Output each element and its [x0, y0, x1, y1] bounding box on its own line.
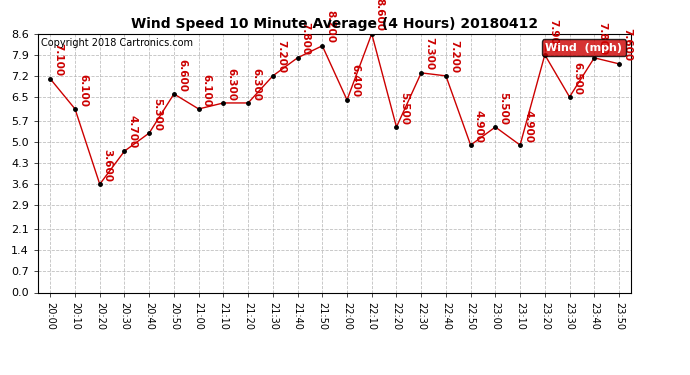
- Text: 3.600: 3.600: [103, 149, 112, 182]
- Text: 5.500: 5.500: [498, 92, 509, 124]
- Text: 6.600: 6.600: [177, 58, 187, 92]
- Text: 4.900: 4.900: [473, 110, 484, 142]
- Text: 7.100: 7.100: [53, 44, 63, 76]
- Text: 7.900: 7.900: [548, 20, 558, 53]
- Text: 6.100: 6.100: [78, 74, 88, 106]
- Text: 7.600: 7.600: [622, 28, 632, 62]
- Text: 7.200: 7.200: [276, 40, 286, 74]
- Text: 7.800: 7.800: [301, 22, 310, 56]
- Text: 8.200: 8.200: [325, 10, 335, 44]
- Text: Copyright 2018 Cartronics.com: Copyright 2018 Cartronics.com: [41, 38, 193, 48]
- Text: 8.600: 8.600: [375, 0, 385, 32]
- Legend: Wind  (mph): Wind (mph): [542, 39, 626, 56]
- Text: 6.400: 6.400: [350, 64, 360, 98]
- Text: 7.800: 7.800: [598, 22, 607, 56]
- Text: 5.500: 5.500: [400, 92, 409, 124]
- Text: 6.300: 6.300: [226, 68, 237, 100]
- Text: 4.700: 4.700: [128, 116, 137, 148]
- Text: 7.300: 7.300: [424, 38, 434, 70]
- Text: 5.300: 5.300: [152, 98, 162, 130]
- Text: 6.300: 6.300: [251, 68, 261, 100]
- Text: 7.200: 7.200: [449, 40, 459, 74]
- Text: 4.900: 4.900: [523, 110, 533, 142]
- Text: 6.100: 6.100: [201, 74, 212, 106]
- Text: 6.500: 6.500: [573, 62, 582, 94]
- Title: Wind Speed 10 Minute Average (4 Hours) 20180412: Wind Speed 10 Minute Average (4 Hours) 2…: [131, 17, 538, 31]
